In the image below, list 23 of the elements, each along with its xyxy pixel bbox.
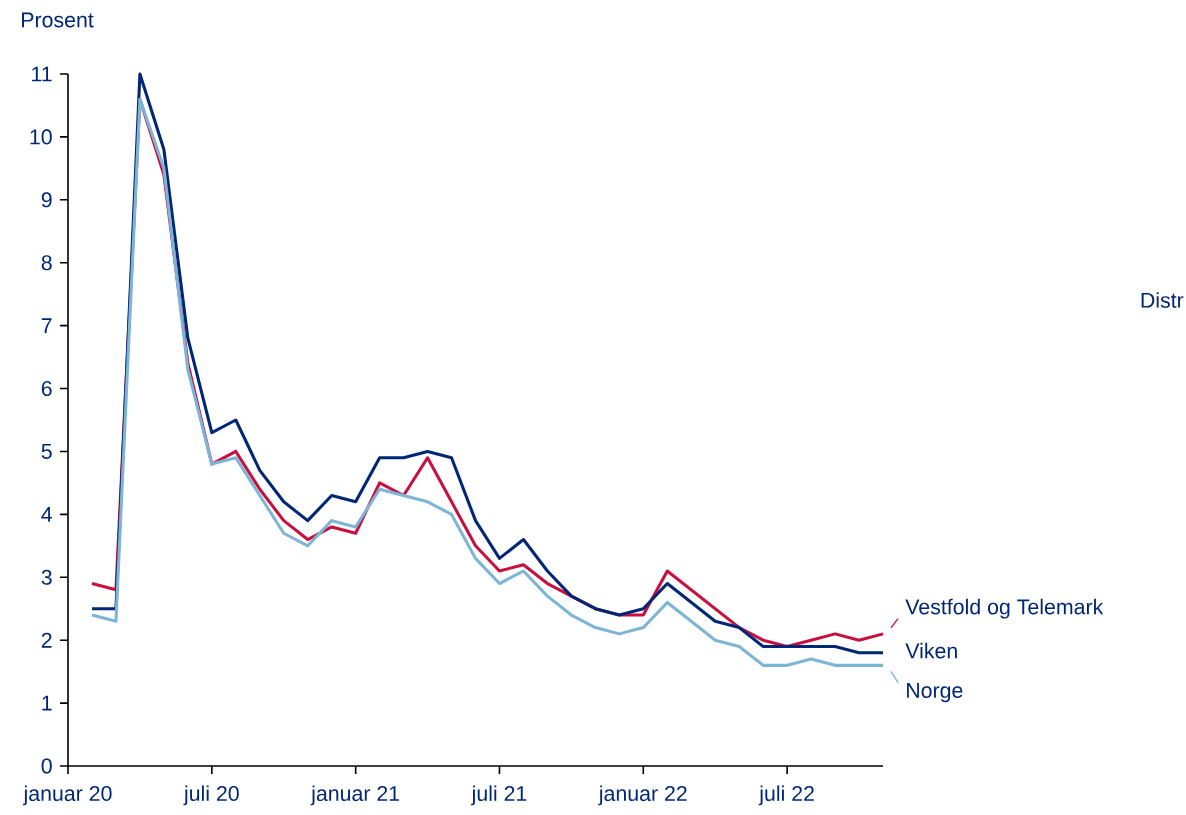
x-tick-label: juli 21 [471, 785, 527, 806]
series-label: Vestfold og Telemark [905, 598, 1104, 619]
y-tick-label: 6 [41, 381, 52, 397]
y-tick-label: 4 [41, 507, 52, 522]
y-tick-label: 0 [41, 758, 52, 774]
legend-label: Norge [907, 683, 963, 703]
text: Distr [1141, 292, 1184, 308]
x-tick-label: juli 22 [758, 785, 814, 806]
y-tick-label: 3 [41, 569, 52, 585]
y-tick-label: 10 [30, 129, 52, 145]
y-tick-label: 1 [42, 695, 52, 711]
y-tick-label: 11 [32, 66, 52, 82]
y-tick-label: 7 [41, 318, 52, 333]
x-tick-label: januar 20 [23, 785, 112, 806]
series-label: Viken [905, 642, 957, 659]
y-axis-title: Prosent [22, 12, 94, 28]
y-tick-label: 2 [41, 632, 52, 648]
y-tick-label: 9 [41, 192, 52, 208]
x-tick-label: januar 22 [598, 785, 687, 806]
x-tick-label: juli 20 [183, 785, 239, 806]
y-tick-label: 8 [41, 255, 52, 271]
x-tick-label: januar 21 [310, 785, 400, 806]
y-tick-label: 5 [41, 444, 52, 459]
